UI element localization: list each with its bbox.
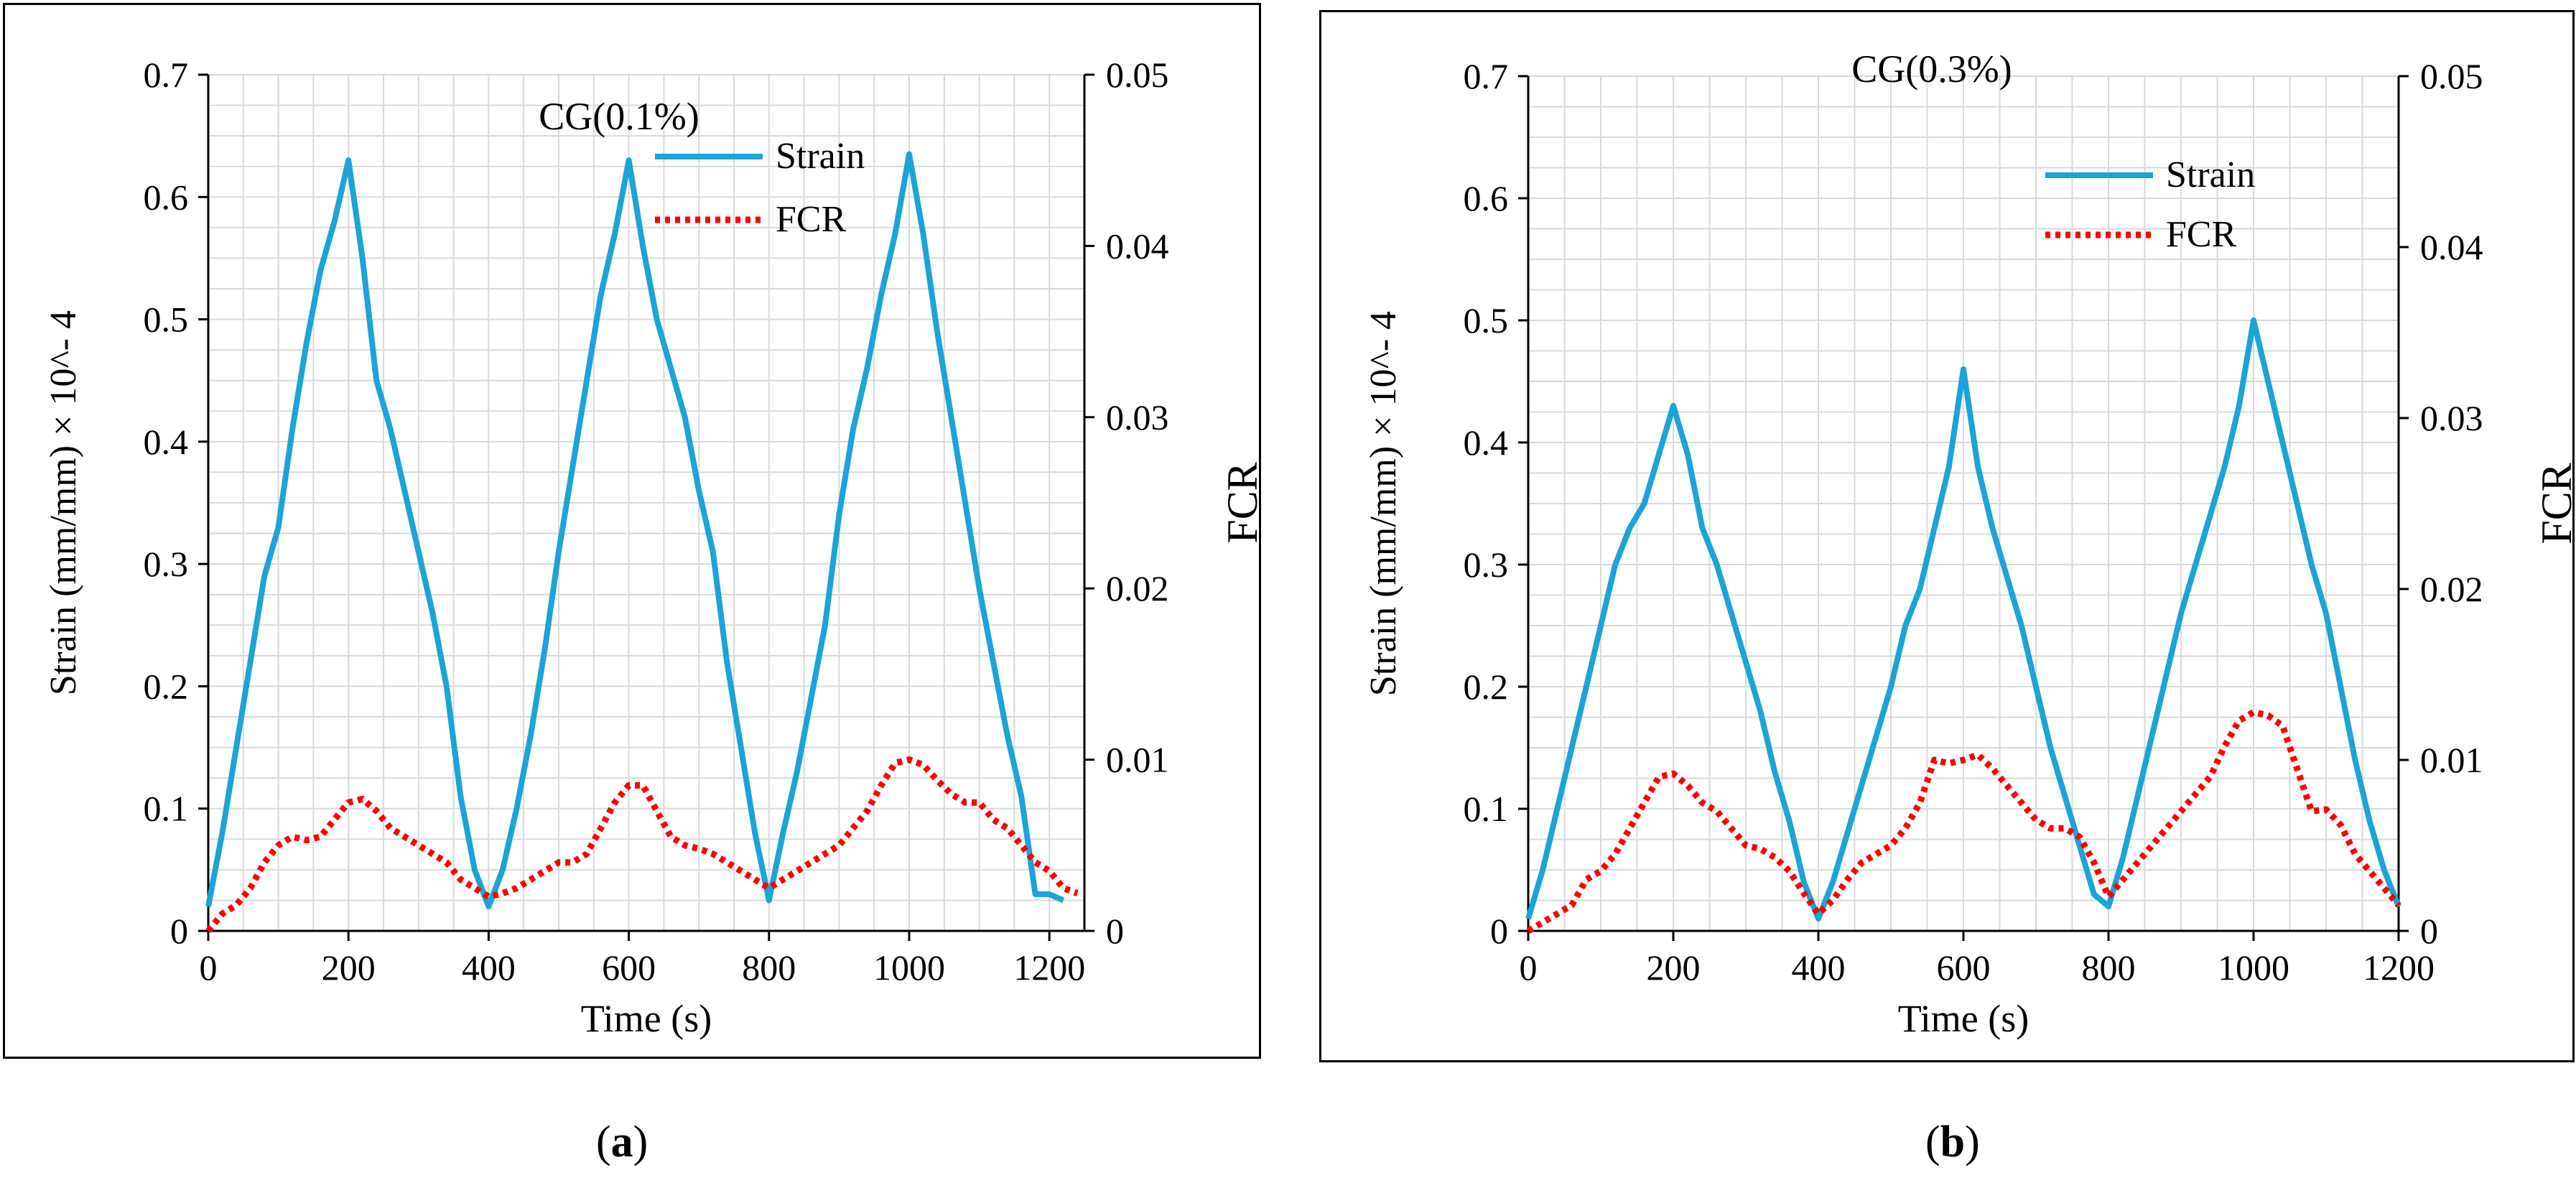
panel-b-frame (1319, 10, 2575, 1062)
data-point-fcr (1978, 754, 1979, 755)
data-point-fcr (895, 763, 896, 764)
data-point-fcr (656, 811, 657, 812)
series-line-fcr (1526, 708, 2401, 934)
data-point-fcr (1063, 888, 1064, 889)
x-tick-label: 800 (2082, 947, 2136, 988)
chart-title: CG(0.3%) (1851, 47, 2012, 91)
y2-tick-label: 0.04 (2420, 227, 2483, 267)
legend: Strain FCR (655, 136, 865, 240)
y2-tick-label: 0 (2420, 911, 2438, 951)
y2-tick-label: 0.01 (1106, 740, 1169, 780)
data-point-fcr (2282, 725, 2283, 726)
x-axis-title: Time (s) (581, 997, 712, 1040)
y2-tick-label: 0.03 (2420, 398, 2483, 438)
x-tick-label: 200 (322, 947, 376, 988)
y-axis-title: Strain (mm/mm) × 10^- 4 (43, 310, 84, 695)
x-tick-label: 1200 (1013, 947, 1085, 988)
y-tick-label: 0.4 (1464, 422, 1509, 463)
data-point-fcr (1644, 802, 1645, 803)
y-tick-label: 0 (170, 911, 188, 951)
data-point-fcr (2238, 720, 2239, 721)
y-tick-label: 0.3 (144, 544, 189, 584)
data-point-fcr (2355, 853, 2356, 854)
grid-lines (1528, 75, 2399, 931)
legend: Strain FCR (2045, 154, 2255, 255)
data-point-fcr (292, 836, 293, 837)
series-line-strain (205, 151, 1065, 909)
y2-axis-title: FCR (2533, 463, 2576, 544)
data-point-fcr (1905, 828, 1906, 829)
series-line-strain (1525, 317, 2401, 922)
y-tick-label: 0.1 (1464, 789, 1509, 829)
data-point-fcr (937, 780, 938, 781)
y-tick-label: 0.7 (1464, 56, 1509, 96)
grid-lines (208, 74, 1085, 931)
y-tick-label: 0.7 (144, 55, 189, 95)
y2-tick-label: 0.02 (1106, 568, 1169, 608)
data-point-fcr (1948, 763, 1949, 764)
x-tick-label: 1000 (2218, 947, 2289, 988)
data-point-fcr (502, 893, 503, 894)
chart-panel-b: 0 200 400 600 800 1000 120000.10.20.30.40.50.6… (1363, 47, 2576, 1040)
y2-tick-label: 0.02 (2420, 569, 2483, 609)
data-point-fcr (1615, 853, 1616, 854)
x-tick-label: 1200 (2363, 947, 2435, 988)
x-tick-label: 0 (200, 947, 218, 988)
y2-tick-label: 0.05 (1106, 55, 1169, 95)
data-point-fcr (1007, 827, 1008, 828)
data-point-fcr (264, 862, 265, 863)
data-point-fcr (1992, 768, 1993, 769)
x-axis-title: Time (s) (1898, 997, 2029, 1040)
data-point-fcr (2166, 828, 2167, 829)
y2-tick-label: 0.01 (2420, 740, 2483, 780)
chart-title: CG(0.1%) (539, 95, 699, 138)
y-tick-label: 0.2 (144, 666, 189, 706)
x-tick-label: 200 (1647, 947, 1701, 988)
y2-tick-label: 0.03 (1106, 397, 1169, 437)
x-tick-label: 600 (602, 947, 656, 988)
data-point-fcr (2311, 811, 2312, 812)
x-tick-label: 400 (1792, 947, 1846, 988)
panel-a-frame (3, 3, 1261, 1059)
y2-tick-label: 0.05 (2420, 56, 2483, 96)
y-tick-label: 0.6 (144, 177, 189, 217)
legend-label-strain: Strain (2166, 154, 2255, 195)
x-tick-label: 600 (1937, 947, 1991, 988)
y-tick-label: 0.6 (1464, 178, 1509, 218)
data-point-fcr (320, 836, 321, 837)
data-point-fcr (474, 888, 475, 889)
y-tick-label: 0.5 (144, 300, 189, 340)
y2-tick-label: 0 (1106, 911, 1124, 951)
x-tick-label: 400 (462, 947, 516, 988)
data-point-fcr (236, 905, 237, 906)
legend-label-strain: Strain (776, 136, 865, 177)
data-point-fcr (923, 764, 924, 765)
chart-panel-a: 0 200 400 600 800 1000 1200 0 0.1 0.2 0.3 0.4 0.5 0.6… (43, 55, 1266, 1040)
y-axis-title: Strain (mm/mm) × 10^- 4 (1363, 311, 1404, 696)
data-point-fcr (1629, 828, 1630, 829)
y-tick-label: 0.4 (144, 422, 189, 462)
panel-b-caption: (b) (1925, 1118, 1980, 1167)
data-point-fcr (572, 862, 573, 863)
x-tick-label: 800 (742, 947, 796, 988)
y2-tick-label: 0.04 (1106, 226, 1169, 266)
panel-a-caption: (a) (596, 1118, 648, 1167)
x-tick-label: 1000 (873, 947, 945, 988)
data-point-fcr (1658, 776, 1659, 777)
data-point-fcr (1760, 848, 1761, 849)
y-tick-label: 0.3 (1464, 544, 1509, 585)
x-tick-label: 0 (1520, 947, 1538, 988)
y-tick-label: 0.1 (144, 789, 189, 829)
y-tick-label: 0.2 (1464, 667, 1509, 707)
series-line-fcr (205, 756, 1079, 933)
y-tick-label: 0 (1490, 911, 1508, 951)
y-tick-label: 0.5 (1464, 300, 1509, 340)
legend-label-fcr: FCR (2166, 214, 2237, 255)
y2-axis-title: FCR (1219, 462, 1266, 543)
data-point-fcr (1716, 811, 1717, 812)
legend-label-fcr: FCR (776, 199, 847, 240)
data-point-fcr (811, 862, 812, 863)
